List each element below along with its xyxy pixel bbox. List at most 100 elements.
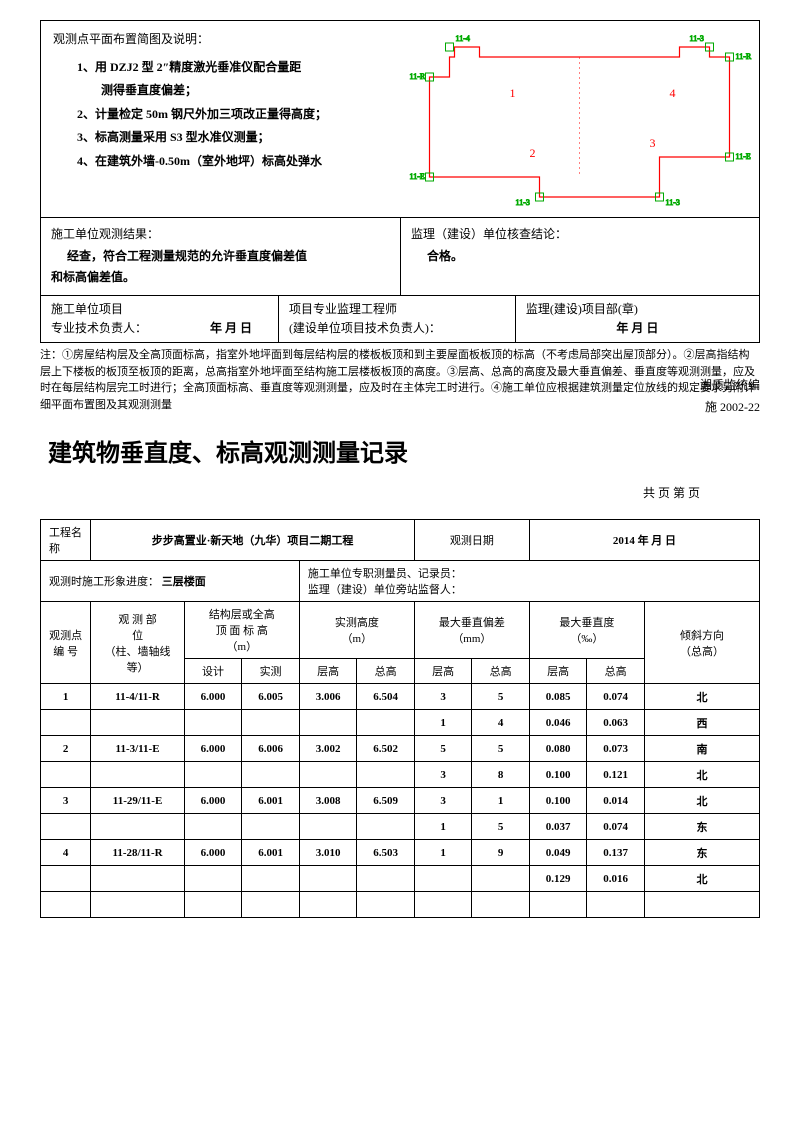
table-cell [242,866,300,892]
sig-dept: 监理(建设)项目部(章) 年 月 日 [515,296,759,342]
table-cell: 6.509 [357,788,415,814]
region-label: 2 [530,146,536,160]
table-cell [414,892,472,918]
diagram-row: 观测点平面布置简图及说明： 1、用 DZJ2 型 2″精度激光垂准仪配合量距 测… [41,21,759,218]
table-row: 150.0370.074东 [41,814,760,840]
personnel-cell: 施工单位专职测量员、记录员： 监理（建设）单位旁站监督人： [299,561,759,602]
table-cell: 南 [644,736,759,762]
table-cell [242,710,300,736]
table-cell: 11-3/11-E [91,736,184,762]
table-cell: 1 [472,788,530,814]
hdr-col5a: 层高 [414,659,472,684]
table-cell: 5 [472,684,530,710]
table-cell [357,866,415,892]
hdr-col5b: 总高 [472,659,530,684]
code-label2: 施 2002-22 [700,397,760,419]
svg-text:11-R: 11-R [736,52,752,61]
table-cell: 11-28/11-R [91,840,184,866]
table-cell: 0.080 [529,736,587,762]
table-cell: 0.063 [587,710,645,736]
table-cell [357,710,415,736]
note-item: 4、在建筑外墙-0.50m（室外地坪）标高处弹水 [53,151,388,173]
footnote-text: 注：①房屋结构层及全高顶面标高，指室外地坪面到每层结构层的楼板板顶和到主要屋面板… [40,349,755,411]
table-cell: 0.137 [587,840,645,866]
svg-text:11-E: 11-E [410,172,425,181]
proj-label: 工程名称 [41,520,91,561]
result-right-label: 监理（建设）单位核查结论： [411,224,749,246]
hdr-col6: 最大垂直度 （‰） [529,602,644,659]
hdr-col4a: 层高 [299,659,357,684]
table-cell [299,892,357,918]
result-left-text1: 经查，符合工程测量规范的允许垂直度偏差值 [51,246,390,268]
table-cell: 0.014 [587,788,645,814]
table-cell: 0.073 [587,736,645,762]
table-cell [587,892,645,918]
page-number: 共 页 第 页 [40,484,760,501]
svg-text:11-4: 11-4 [456,34,470,43]
table-cell [41,814,91,840]
table-cell: 0.046 [529,710,587,736]
table-cell: 0.074 [587,684,645,710]
table-cell: 3.006 [299,684,357,710]
table-cell [242,892,300,918]
table-cell: 2 [41,736,91,762]
table-cell: 6.000 [184,840,242,866]
note-item: 3、标高测量采用 S3 型水准仪测量； [53,127,388,149]
table-cell [472,866,530,892]
sig-date2: 年 月 日 [526,319,749,338]
table-row: 140.0460.063西 [41,710,760,736]
table-row: 0.1290.016北 [41,866,760,892]
table-row: 211-3/11-E6.0006.0063.0026.502550.0800.0… [41,736,760,762]
table-cell: 11-4/11-R [91,684,184,710]
result-left-label: 施工单位观测结果： [51,224,390,246]
table-cell: 3 [41,788,91,814]
hdr-col2: 观 测 部 位 （柱、墙轴线 等） [91,602,184,684]
table-cell: 5 [414,736,472,762]
table-cell: 0.121 [587,762,645,788]
table-cell [184,866,242,892]
table-cell [91,892,184,918]
table-cell [91,814,184,840]
progress-value: 三层楼面 [162,576,206,588]
table-cell: 3 [414,788,472,814]
table-cell: 东 [644,840,759,866]
table-cell: 11-29/11-E [91,788,184,814]
table-cell: 东 [644,814,759,840]
table-cell [184,762,242,788]
table-cell [299,814,357,840]
table-cell: 3 [414,762,472,788]
progress-label: 观测时施工形象进度： [49,576,159,588]
sig-supervisor: 项目专业监理工程师 (建设单位项目技术负责人)： [278,296,515,342]
diagram-header: 观测点平面布置简图及说明： [53,29,388,51]
table-row: 111-4/11-R6.0006.0053.0066.504350.0850.0… [41,684,760,710]
table-cell: 北 [644,684,759,710]
table-cell [357,814,415,840]
supervisor-result: 监理（建设）单位核查结论： 合格。 [400,218,759,295]
table-cell: 北 [644,762,759,788]
hdr-col3b: 实测 [242,659,300,684]
table-cell: 5 [472,736,530,762]
table-cell: 1 [414,710,472,736]
svg-text:11-3: 11-3 [690,34,704,43]
sig-c2b: (建设单位项目技术负责人)： [289,319,505,338]
table-cell [41,762,91,788]
table-cell [357,892,415,918]
plan-svg: 1 4 2 3 11-4 11-3 11-R 11-E 11-3 11-3 11… [406,27,753,207]
note-item: 2、计量检定 50m 钢尺外加三项改正量得高度； [53,104,388,126]
result-row: 施工单位观测结果： 经查，符合工程测量规范的允许垂直度偏差值 和标高偏差值。 监… [41,218,759,296]
table-cell: 0.100 [529,788,587,814]
table-cell: 6.005 [242,684,300,710]
table-cell: 6.000 [184,736,242,762]
footnote-block: 注：①房屋结构层及全高顶面标高，指室外地坪面到每层结构层的楼板板顶和到主要屋面板… [40,345,760,421]
table-cell: 0.016 [587,866,645,892]
table-cell: 0.074 [587,814,645,840]
diagram-notes: 观测点平面布置简图及说明： 1、用 DZJ2 型 2″精度激光垂准仪配合量距 测… [41,21,400,217]
project-row: 工程名称 步步高置业·新天地（九华）项目二期工程 观测日期 2014 年 月 日 [41,520,760,561]
table-cell: 6.000 [184,788,242,814]
floor-plan-diagram: 1 4 2 3 11-4 11-3 11-R 11-E 11-3 11-3 11… [400,21,759,217]
table-cell: 0.085 [529,684,587,710]
region-label: 4 [670,86,676,100]
contractor-result: 施工单位观测结果： 经查，符合工程测量规范的允许垂直度偏差值 和标高偏差值。 [41,218,400,295]
obs-date-label: 观测日期 [414,520,529,561]
proj-value: 步步高置业·新天地（九华）项目二期工程 [91,520,415,561]
